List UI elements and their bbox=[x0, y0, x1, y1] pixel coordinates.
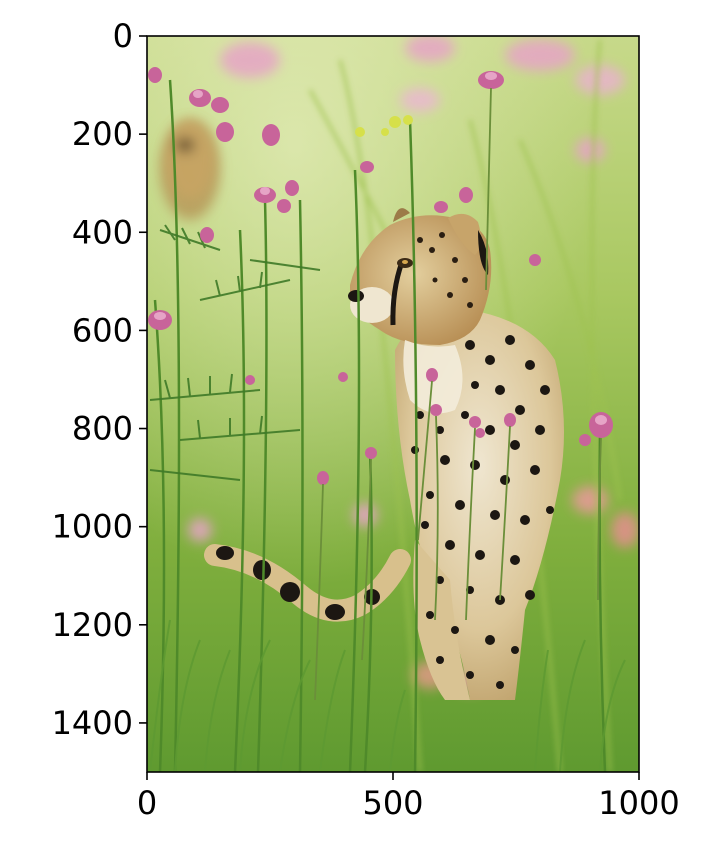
y-tick-label: 0 bbox=[113, 17, 133, 55]
y-tick-label: 400 bbox=[72, 213, 133, 251]
axes: 0 200 400 600 800 1000 1200 1400 0 500 1000 bbox=[52, 17, 680, 822]
y-tick-label: 1400 bbox=[52, 704, 133, 742]
y-tick-label: 200 bbox=[72, 115, 133, 153]
x-tick-label: 0 bbox=[137, 784, 157, 822]
y-tick-label: 600 bbox=[72, 311, 133, 349]
x-axis: 0 500 1000 bbox=[137, 772, 680, 822]
cheetah-photo bbox=[147, 36, 639, 772]
y-tick-label: 1000 bbox=[52, 508, 133, 546]
x-tick-label: 500 bbox=[362, 784, 423, 822]
y-tick-label: 1200 bbox=[52, 606, 133, 644]
y-axis: 0 200 400 600 800 1000 1200 1400 bbox=[52, 17, 147, 742]
x-tick-label: 1000 bbox=[598, 784, 679, 822]
y-tick-label: 800 bbox=[72, 410, 133, 448]
